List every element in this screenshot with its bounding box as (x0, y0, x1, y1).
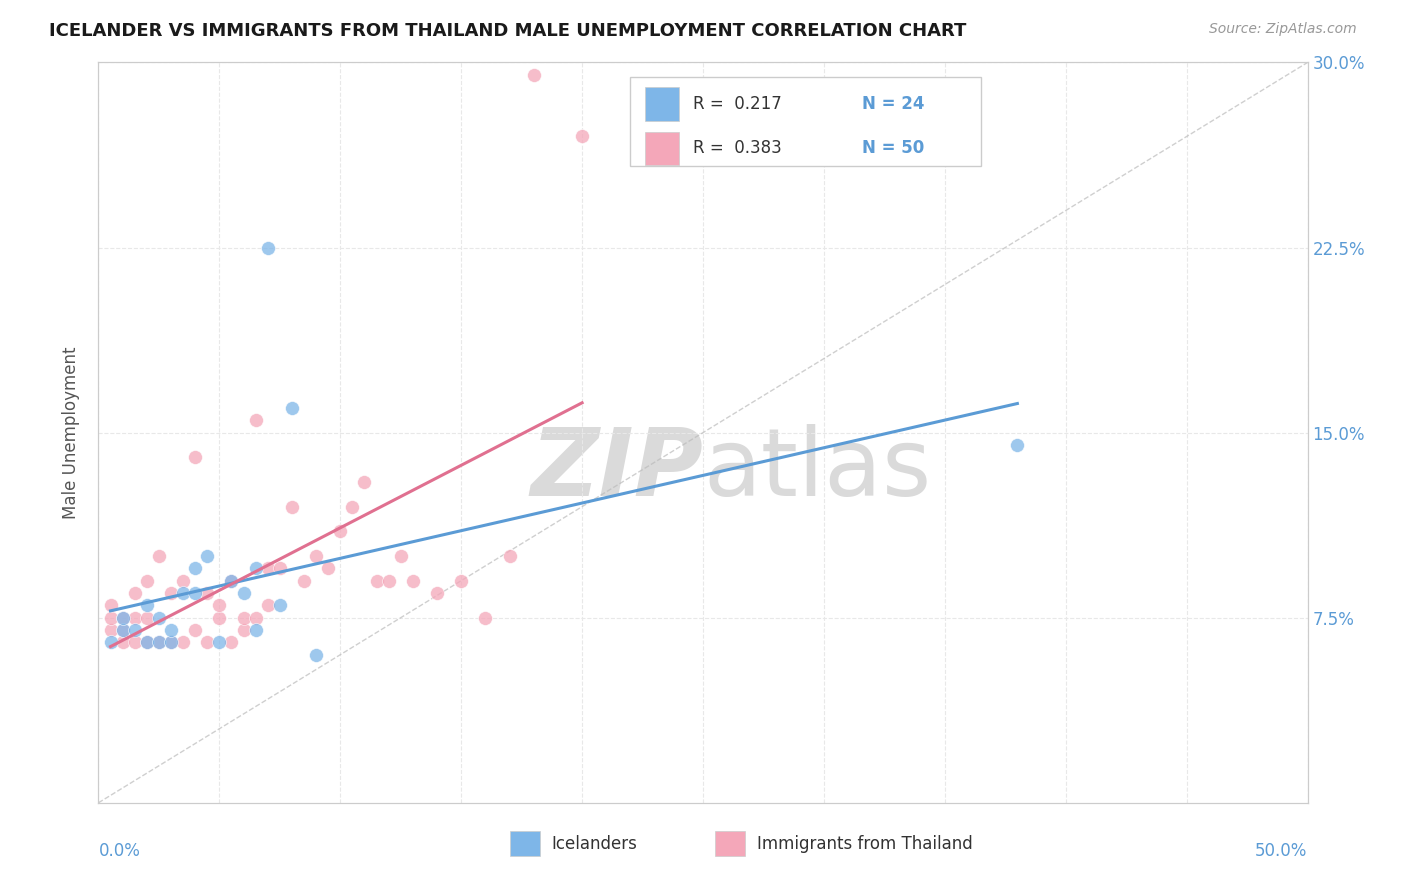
Point (100, 623, 122, 637)
Point (135, 610, 157, 624)
Point (232, 610, 254, 624)
Text: Immigrants from Thailand: Immigrants from Thailand (758, 835, 973, 853)
Text: Icelanders: Icelanders (553, 835, 638, 853)
Point (281, 401, 304, 415)
Text: R =  0.383: R = 0.383 (693, 139, 782, 157)
Point (389, 549, 412, 563)
Point (160, 586, 183, 600)
Point (148, 549, 170, 563)
Point (292, 574, 315, 588)
Point (523, 68, 546, 82)
Point (402, 574, 425, 588)
Point (353, 475, 375, 489)
Point (148, 610, 170, 624)
Point (366, 574, 388, 588)
Point (160, 623, 183, 637)
Point (184, 623, 207, 637)
Text: N = 24: N = 24 (862, 95, 924, 113)
Point (232, 586, 254, 600)
Bar (645, 132, 679, 165)
Point (256, 599, 278, 613)
Point (111, 610, 134, 624)
Point (450, 574, 472, 588)
Text: atlas: atlas (703, 424, 931, 516)
Point (498, 549, 520, 563)
Point (111, 623, 134, 637)
Bar (630, 78, 981, 166)
Text: R =  0.217: R = 0.217 (693, 95, 782, 113)
Point (124, 623, 146, 637)
Point (245, 561, 267, 575)
Text: Source: ZipAtlas.com: Source: ZipAtlas.com (1209, 22, 1357, 37)
Point (100, 599, 122, 613)
Point (342, 500, 364, 514)
Point (474, 610, 496, 624)
Text: 50.0%: 50.0% (1256, 842, 1308, 860)
Point (208, 599, 231, 613)
Point (172, 574, 194, 588)
Point (135, 635, 157, 649)
Point (195, 635, 218, 649)
Point (148, 635, 170, 649)
Point (269, 561, 291, 575)
Point (172, 635, 194, 649)
Point (160, 635, 183, 649)
Point (377, 574, 399, 588)
Point (184, 561, 207, 575)
Point (100, 635, 122, 649)
Point (245, 623, 267, 637)
Point (426, 586, 449, 600)
Bar (645, 87, 679, 120)
Point (111, 635, 134, 649)
Point (256, 561, 278, 575)
Point (135, 635, 157, 649)
Point (256, 240, 278, 255)
Point (1007, 438, 1029, 452)
Point (160, 635, 183, 649)
Y-axis label: Male Unemployment: Male Unemployment (62, 346, 80, 519)
Point (184, 586, 207, 600)
Point (305, 549, 328, 563)
Point (305, 648, 328, 662)
Point (111, 623, 134, 637)
Point (135, 574, 157, 588)
Text: ZIP: ZIP (530, 424, 703, 516)
Point (245, 610, 267, 624)
Point (232, 623, 254, 637)
Point (221, 574, 243, 588)
Point (184, 450, 207, 465)
Bar (716, 830, 745, 856)
Point (148, 635, 170, 649)
Point (221, 574, 243, 588)
Point (316, 561, 339, 575)
Point (135, 599, 157, 613)
Text: N = 50: N = 50 (862, 139, 924, 157)
Point (329, 524, 352, 539)
Point (124, 586, 146, 600)
Point (221, 635, 243, 649)
Point (208, 635, 231, 649)
Bar (509, 830, 540, 856)
Point (111, 610, 134, 624)
Point (172, 586, 194, 600)
Point (208, 610, 231, 624)
Point (100, 610, 122, 624)
Point (281, 500, 304, 514)
Text: 0.0%: 0.0% (98, 842, 141, 860)
Point (269, 599, 291, 613)
Point (195, 586, 218, 600)
Point (124, 610, 146, 624)
Point (124, 635, 146, 649)
Point (195, 549, 218, 563)
Point (571, 129, 593, 144)
Point (245, 413, 267, 427)
Text: ICELANDER VS IMMIGRANTS FROM THAILAND MALE UNEMPLOYMENT CORRELATION CHART: ICELANDER VS IMMIGRANTS FROM THAILAND MA… (49, 22, 966, 40)
